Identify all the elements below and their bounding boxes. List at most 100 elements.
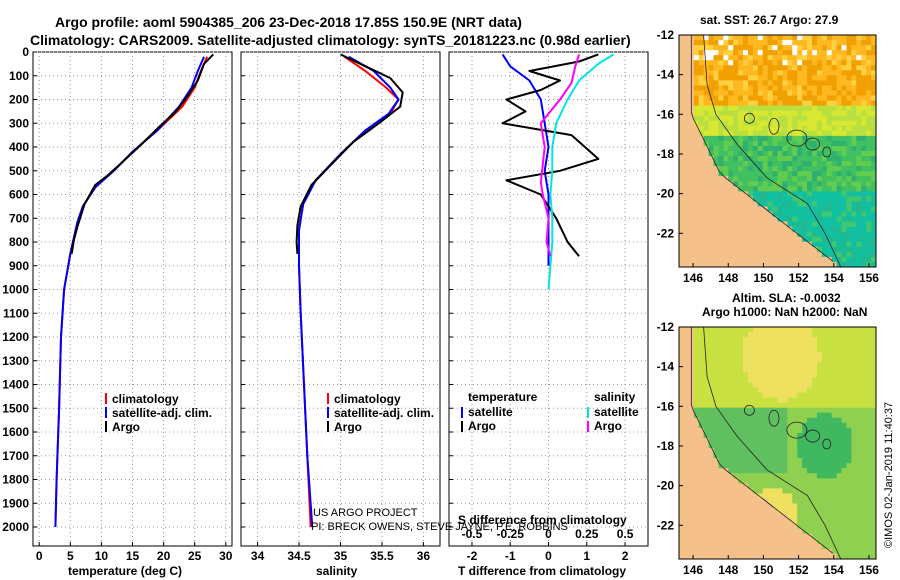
map-cell [856, 488, 862, 494]
map-cell [747, 256, 754, 263]
map-cell [718, 40, 724, 46]
map-cell [757, 216, 764, 223]
map-cell [693, 362, 700, 368]
map-cell [743, 256, 749, 263]
map-cell [866, 437, 872, 444]
map-cell [728, 337, 734, 343]
map-cell [679, 45, 685, 51]
map-cell [807, 186, 813, 192]
map-cell [772, 367, 778, 373]
map-cell [811, 362, 818, 368]
map-cell [782, 60, 788, 66]
map-cell [703, 221, 709, 228]
map-cell [772, 498, 778, 504]
map-cell [723, 85, 729, 91]
map-cell [851, 392, 857, 399]
map-cell [821, 70, 828, 76]
map-cell [698, 463, 705, 469]
map-cell [752, 327, 759, 333]
map-cell [733, 156, 739, 162]
map-cell [782, 508, 788, 515]
map-cell [871, 372, 876, 378]
map-cell [802, 463, 808, 469]
series-line-s-satellite [547, 53, 615, 290]
map-cell [733, 367, 739, 373]
map-cell [718, 347, 724, 353]
map-cell [743, 503, 749, 509]
map-cell [851, 246, 857, 253]
map-cell [713, 221, 719, 228]
map-cell [831, 478, 837, 484]
map-cell [728, 161, 734, 167]
map-cell [698, 402, 705, 409]
map-cell [836, 256, 842, 263]
map-cell [767, 488, 773, 494]
map-cell [728, 50, 734, 56]
map-cell [826, 493, 833, 499]
map-cell [683, 432, 690, 439]
map-cell [688, 483, 695, 489]
map-cell [718, 528, 724, 535]
map-cell [738, 352, 744, 358]
map-cell [713, 65, 719, 71]
map-cell [772, 70, 778, 76]
map-cell [679, 377, 685, 383]
map-cell [683, 327, 690, 333]
map-cell [856, 135, 862, 142]
map-cell [866, 226, 872, 233]
map-cell [836, 392, 842, 399]
map-cell [767, 468, 773, 474]
map-cell [797, 392, 803, 399]
map-cell [738, 55, 744, 61]
map-cell [821, 201, 828, 207]
map-cell [807, 372, 813, 378]
map-cell [851, 261, 857, 267]
map-cell [703, 216, 709, 223]
map-cell [713, 85, 719, 91]
map-cell [767, 256, 773, 263]
map-cell [836, 372, 842, 378]
map-cell [871, 422, 876, 429]
map-cell [713, 130, 719, 137]
map-cell [728, 503, 734, 509]
map-cell [821, 417, 828, 424]
map-cell [683, 246, 690, 253]
map-cell [871, 140, 876, 147]
map-cell [861, 538, 867, 545]
map-cell [792, 458, 798, 464]
map-cell [797, 186, 803, 192]
map-cell [693, 488, 700, 494]
map-cell [713, 473, 719, 479]
map-cell [807, 261, 813, 267]
map-cell [708, 50, 714, 56]
map-cell [772, 241, 778, 248]
map-cell [698, 518, 705, 525]
map-cell [683, 206, 690, 212]
map-cell [728, 488, 734, 494]
map-cell [861, 432, 867, 439]
map-cell [871, 65, 876, 71]
map-cell [846, 35, 852, 41]
map-cell [752, 528, 759, 535]
map-cell [683, 342, 690, 348]
map-cell [688, 528, 695, 535]
map-cell [693, 458, 700, 464]
map-cell [728, 412, 734, 419]
map-cell [797, 443, 803, 449]
map-cell [713, 508, 719, 515]
map-cell [767, 327, 773, 333]
map-cell [738, 246, 744, 253]
map-cell [851, 236, 857, 243]
map-cell [747, 70, 754, 76]
map-cell [861, 347, 867, 353]
map-cell [787, 538, 793, 545]
title-line-2: Climatology: CARS2009. Satellite-adjuste… [30, 32, 631, 48]
map-cell [782, 392, 788, 399]
map-cell [866, 367, 872, 373]
map-cell [683, 161, 690, 167]
x-tick-label: 25 [188, 549, 202, 563]
map-cell [841, 548, 847, 555]
map-cell [723, 523, 729, 530]
map-cell [762, 377, 769, 383]
map-cell [733, 493, 739, 499]
